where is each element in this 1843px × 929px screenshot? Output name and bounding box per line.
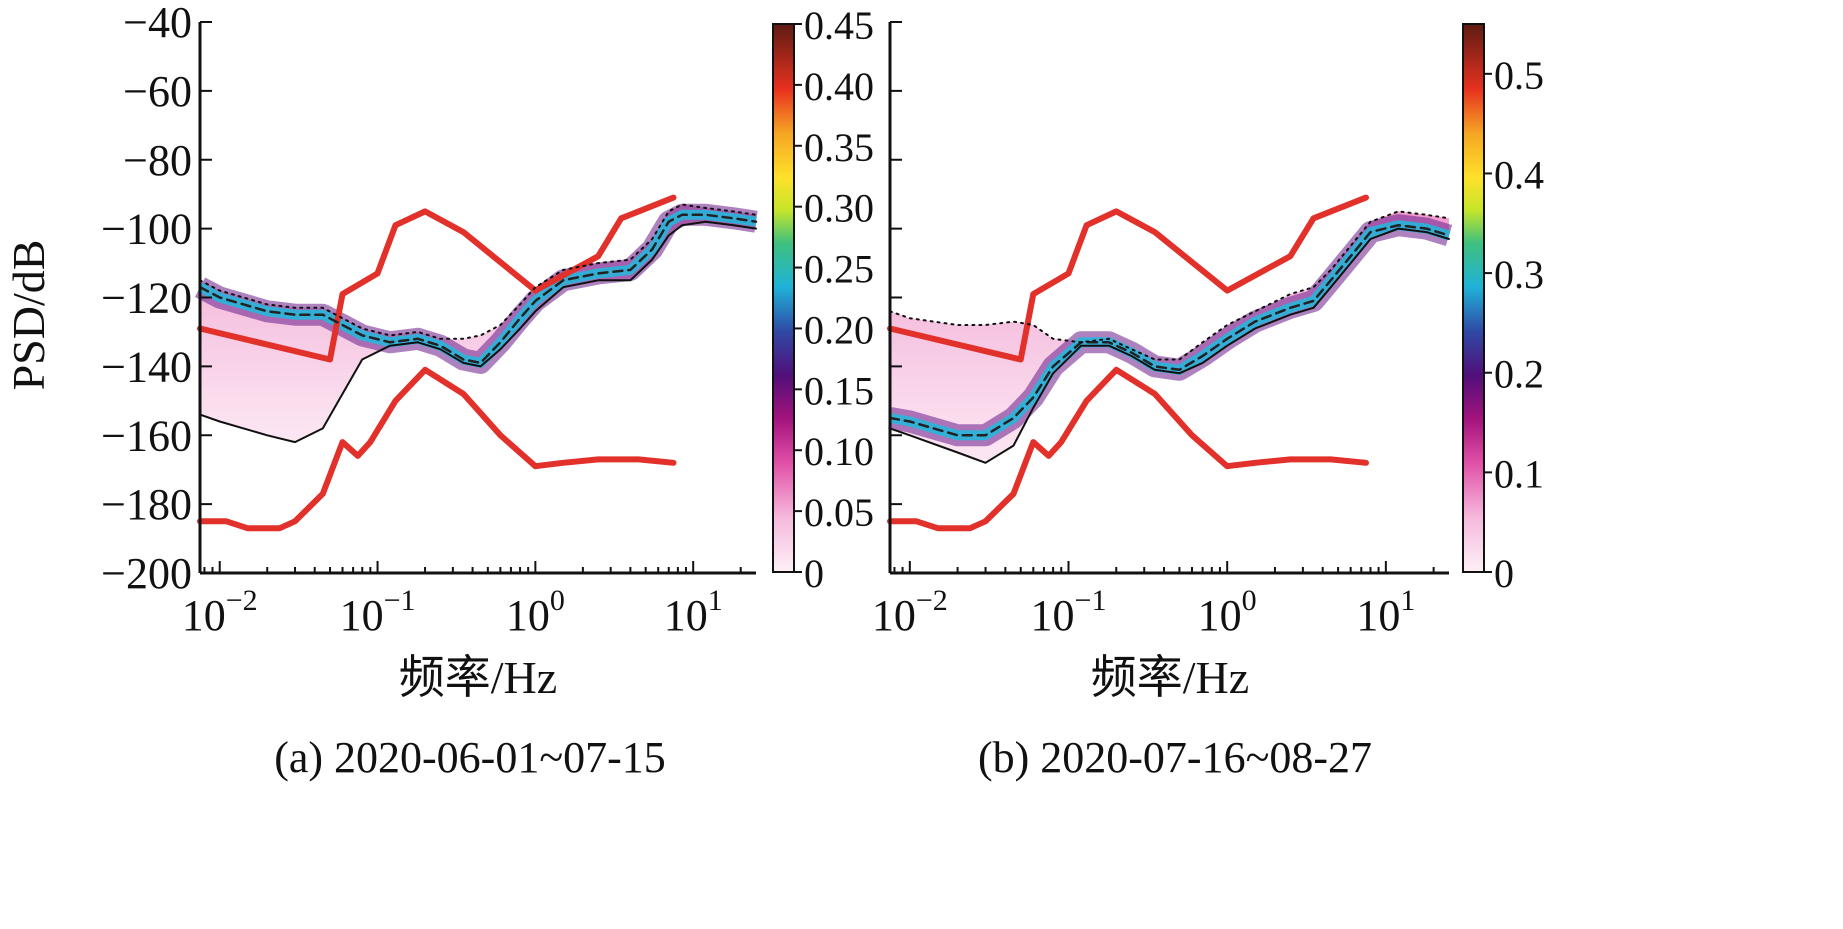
x-tick-label: 100 — [506, 584, 565, 640]
plot-area-b — [890, 22, 1449, 573]
x-tick-label: 101 — [1356, 584, 1415, 640]
series-line-mode-b — [888, 223, 1451, 437]
panel-a: −40−60−80−100−120−140−160−180−200 10−2 10… — [101, 0, 874, 782]
x-tick-label: 101 — [664, 584, 723, 640]
plot-area-a — [200, 22, 756, 573]
y-tick-label: −80 — [123, 136, 192, 185]
y-ticks-a: −40 −60 −80 −100 −120 −140 −160 −180 −200 — [101, 0, 212, 598]
colorbar-tick-label: 0.35 — [804, 125, 874, 170]
colorbar-a — [772, 23, 795, 573]
series-line-95th-percentile-a — [199, 203, 757, 340]
colorbar-tick-label: 0.20 — [804, 307, 874, 352]
series-line-5th-percentile-b — [889, 227, 1450, 464]
series-line-nlnm-b — [887, 366, 1369, 532]
series-layer-a — [197, 194, 758, 532]
colorbar-tick-label: 0.05 — [804, 490, 874, 535]
y-tick-label: −160 — [101, 411, 192, 460]
x-tick-label: 10−1 — [340, 584, 416, 640]
x-axis-title-b: 频率/Hz — [1091, 652, 1249, 703]
colorbar-tick-label: 0.10 — [804, 429, 874, 474]
colorbar-tick-label: 0.15 — [804, 368, 874, 413]
colorbar-tick-label: 0.5 — [1494, 53, 1544, 98]
x-ticks-a: 10−2 10−1 100 101 — [182, 561, 742, 640]
y-tick-label: −100 — [101, 205, 192, 254]
colorbar-tick-label: 0.25 — [804, 247, 874, 292]
colorbar-b — [1462, 23, 1485, 573]
y-tick-label: −180 — [101, 480, 192, 529]
y-ticks-b — [890, 21, 902, 574]
series-line-nlnm-a — [197, 366, 677, 532]
y-tick-label: −120 — [101, 274, 192, 323]
colorbar-tick-label: 0.1 — [1494, 451, 1544, 496]
y-tick-label: −60 — [123, 67, 192, 116]
x-tick-label: 10−1 — [1031, 584, 1107, 640]
colorbar-tick-label: 0.2 — [1494, 352, 1544, 397]
panel-caption-b: (b) 2020-07-16~08-27 — [978, 733, 1372, 782]
y-tick-label: −140 — [101, 342, 192, 391]
x-axis-title-a: 频率/Hz — [399, 652, 557, 703]
x-tick-label: 10−2 — [182, 584, 258, 640]
colorbar-ticks-b: 0 0.1 0.2 0.3 0.4 0.5 — [1484, 53, 1544, 596]
colorbar-tick-label: 0.3 — [1494, 252, 1544, 297]
series-line-nhnm-b — [887, 194, 1369, 363]
series-line-95th-percentile-b — [889, 210, 1450, 361]
colorbar-tick-label: 0.40 — [804, 64, 874, 109]
series-line-5th-percentile-a — [199, 220, 757, 444]
colorbar-ticks-a: 0 0.05 0.10 0.15 0.20 0.25 0.30 0.35 0.40 0.45 — [794, 3, 874, 596]
y-axis-title: PSD/dB — [3, 240, 54, 391]
x-tick-label: 10−2 — [872, 584, 948, 640]
x-ticks-b: 10−2 10−1 100 101 — [872, 561, 1435, 640]
y-tick-label: −200 — [101, 549, 192, 598]
panel-b: 10−2 10−1 100 101 0 0.1 0.2 0.3 0.4 0.5 频率/Hz (b… — [872, 21, 1544, 782]
colorbar-tick-label: 0.30 — [804, 186, 874, 231]
x-tick-label: 100 — [1198, 584, 1257, 640]
series-layer-b — [887, 194, 1451, 532]
colorbar-tick-label: 0 — [1494, 551, 1514, 596]
panel-caption-a: (a) 2020-06-01~07-15 — [274, 733, 666, 782]
y-tick-label: −40 — [123, 0, 192, 47]
colorbar-tick-label: 0.45 — [804, 3, 874, 48]
colorbar-tick-label: 0 — [804, 551, 824, 596]
colorbar-tick-label: 0.4 — [1494, 152, 1544, 197]
series-line-mode-a — [198, 213, 758, 365]
series-line-nhnm-a — [197, 194, 677, 363]
